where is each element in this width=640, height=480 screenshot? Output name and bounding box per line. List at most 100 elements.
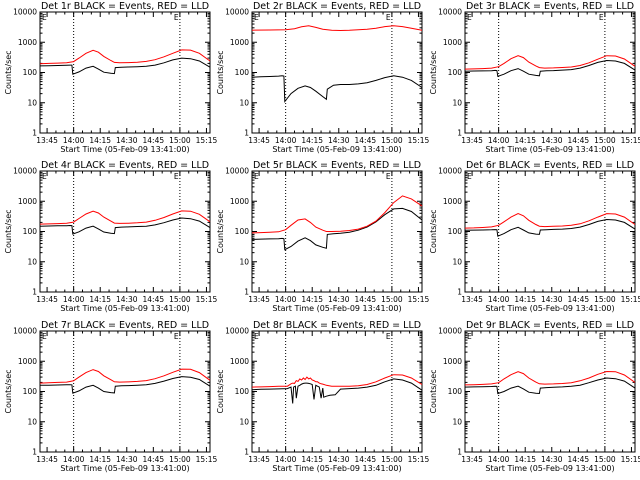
x-tick-label: 13:45 — [248, 295, 270, 304]
y-tick-label: 10 — [27, 257, 37, 266]
y-tick-label: 10000 — [438, 167, 462, 176]
x-tick-label: 15:15 — [196, 455, 218, 464]
panel-title: Det 8r BLACK = Events, RED = LLD — [253, 320, 421, 331]
x-tick-label: 15:00 — [381, 136, 403, 145]
marker-e-label: E — [254, 332, 259, 341]
y-tick-label: 1000 — [443, 197, 462, 206]
x-tick-label: 13:45 — [461, 295, 483, 304]
x-tick-label: 15:15 — [408, 136, 430, 145]
plot-frame — [39, 330, 211, 453]
events-series-line — [251, 378, 423, 404]
marker-e-label: E — [386, 332, 391, 341]
marker-e-label: E — [467, 332, 472, 341]
x-tick-label: 14:45 — [355, 455, 377, 464]
x-tick-label: 13:45 — [248, 455, 270, 464]
y-tick-label: 1 — [457, 288, 462, 297]
x-tick-label: 14:30 — [541, 295, 563, 304]
x-tick-label: 14:00 — [275, 455, 297, 464]
panel-title: Det 1r BLACK = Events, RED = LLD — [41, 1, 209, 12]
y-tick-label: 1000 — [18, 357, 37, 366]
y-axis-label: Counts/sec — [216, 50, 225, 94]
y-tick-label: 10000 — [438, 327, 462, 336]
plot-frame — [39, 170, 211, 293]
y-axis-label: Counts/sec — [4, 369, 13, 413]
y-tick-label: 1000 — [18, 197, 37, 206]
y-tick-label: 1000 — [230, 197, 249, 206]
lld-series-line — [464, 55, 636, 70]
x-tick-label: 14:00 — [488, 295, 510, 304]
y-tick-label: 100 — [448, 227, 463, 236]
marker-e-label: E — [174, 332, 179, 341]
y-tick-label: 10 — [452, 417, 462, 426]
panel-title: Det 3r BLACK = Events, RED = LLD — [466, 1, 634, 12]
y-axis-label: Counts/sec — [429, 369, 438, 413]
y-tick-label: 10 — [239, 98, 249, 107]
x-tick-label: 14:15 — [89, 455, 111, 464]
y-tick-label: 10 — [239, 417, 249, 426]
y-tick-label: 100 — [235, 68, 250, 77]
events-series-line — [251, 75, 423, 103]
x-tick-label: 14:45 — [143, 455, 165, 464]
plot-frame — [251, 330, 423, 453]
x-tick-label: 15:15 — [196, 136, 218, 145]
detector-panel-9: Det 9r BLACK = Events, RED = LLD 1 10 100 10… — [429, 320, 640, 473]
events-series-line — [464, 59, 636, 77]
x-tick-label: 14:00 — [63, 455, 85, 464]
y-axis-label: Counts/sec — [4, 209, 13, 253]
x-tick-label: 14:30 — [541, 136, 563, 145]
x-axis-label: Start Time (05-Feb-09 13:41:00) — [272, 304, 401, 313]
x-tick-label: 14:00 — [275, 136, 297, 145]
panel-title: Det 5r BLACK = Events, RED = LLD — [253, 160, 421, 171]
events-series-line — [39, 376, 211, 394]
detector-panel-7: Det 7r BLACK = Events, RED = LLD 1 10 100 10… — [4, 320, 217, 473]
detector-panel-8: Det 8r BLACK = Events, RED = LLD 1 10 100 10… — [216, 320, 429, 473]
x-tick-label: 14:00 — [488, 136, 510, 145]
y-tick-label: 100 — [235, 227, 250, 236]
x-axis-label: Start Time (05-Feb-09 13:41:00) — [485, 464, 614, 473]
x-tick-label: 14:15 — [301, 455, 323, 464]
y-axis-label: Counts/sec — [4, 50, 13, 94]
x-axis-label: Start Time (05-Feb-09 13:41:00) — [485, 145, 614, 154]
x-tick-label: 14:00 — [275, 295, 297, 304]
x-tick-label: 15:00 — [594, 295, 616, 304]
y-axis-label: Counts/sec — [429, 209, 438, 253]
x-tick-label: 14:45 — [568, 136, 590, 145]
y-axis-label: Counts/sec — [216, 369, 225, 413]
y-tick-label: 10 — [239, 257, 249, 266]
plot-frame — [464, 330, 636, 453]
x-tick-label: 14:15 — [301, 295, 323, 304]
detector-panel-4: Det 4r BLACK = Events, RED = LLD 1 10 100 10… — [4, 160, 217, 313]
y-tick-label: 100 — [23, 68, 38, 77]
x-tick-label: 14:00 — [63, 295, 85, 304]
y-tick-label: 10000 — [225, 8, 249, 17]
panel-title: Det 7r BLACK = Events, RED = LLD — [41, 320, 209, 331]
x-tick-label: 14:30 — [328, 295, 350, 304]
lld-series-line — [39, 210, 211, 225]
x-tick-label: 15:15 — [621, 455, 640, 464]
x-axis-label: Start Time (05-Feb-09 13:41:00) — [60, 145, 189, 154]
y-tick-label: 10000 — [13, 327, 37, 336]
plot-frame — [39, 11, 211, 134]
marker-e-label: E — [599, 172, 604, 181]
x-tick-label: 14:00 — [488, 455, 510, 464]
y-tick-label: 10000 — [225, 327, 249, 336]
y-tick-label: 1 — [457, 448, 462, 457]
x-tick-label: 14:30 — [116, 136, 138, 145]
x-tick-label: 15:15 — [408, 295, 430, 304]
x-tick-label: 14:15 — [89, 136, 111, 145]
lld-series-line — [39, 49, 211, 65]
x-tick-label: 14:15 — [514, 455, 536, 464]
x-tick-label: 15:00 — [169, 295, 191, 304]
x-tick-label: 13:45 — [461, 136, 483, 145]
events-series-line — [39, 57, 211, 75]
x-tick-label: 14:45 — [568, 295, 590, 304]
y-tick-label: 10000 — [225, 167, 249, 176]
marker-e-label: E — [386, 172, 391, 181]
events-series-line — [251, 207, 423, 251]
y-tick-label: 10 — [452, 98, 462, 107]
x-tick-label: 14:45 — [568, 455, 590, 464]
marker-e-label: E — [42, 13, 47, 22]
y-tick-label: 10 — [27, 98, 37, 107]
x-tick-label: 15:00 — [169, 455, 191, 464]
y-tick-label: 1 — [457, 129, 462, 138]
